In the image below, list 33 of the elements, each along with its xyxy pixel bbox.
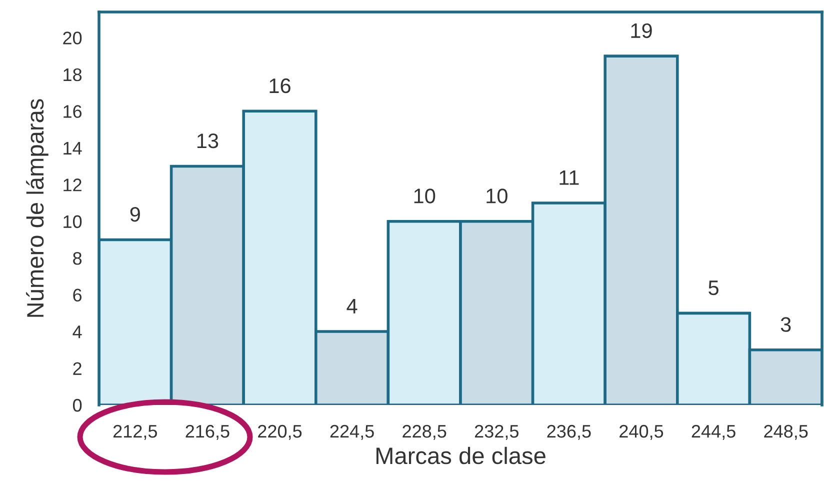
y-tick-label: 4 <box>72 326 82 338</box>
data-label: 10 <box>486 188 508 204</box>
x-tick-label: 228,5 <box>402 424 446 440</box>
y-tick-label: 18 <box>64 68 82 82</box>
data-label: 5 <box>708 280 718 296</box>
y-tick-label: 20 <box>63 32 82 44</box>
y-axis-title: Número de lámparas <box>26 99 48 317</box>
y-tick-label: 16 <box>64 105 82 118</box>
data-label: 3 <box>780 317 791 332</box>
y-tick-label: 8 <box>73 252 82 265</box>
data-label: 10 <box>414 188 436 204</box>
x-tick-label: 240,5 <box>620 424 664 440</box>
x-tick-label: 212,5 <box>113 424 157 440</box>
data-label: 16 <box>270 78 290 94</box>
y-tick-label: 6 <box>73 288 82 302</box>
data-label: 4 <box>346 299 358 314</box>
x-axis-title: Marcas de clase <box>376 446 546 464</box>
x-tick-label: 216,5 <box>186 424 230 440</box>
x-tick-label: 248,5 <box>764 424 808 440</box>
y-tick-label: 12 <box>64 178 82 192</box>
y-tick-label: 10 <box>64 215 82 228</box>
x-tick-label: 224,5 <box>330 424 374 440</box>
y-tick-label: 14 <box>64 142 82 154</box>
x-tick-label: 244,5 <box>692 424 736 440</box>
data-label: 9 <box>130 206 140 222</box>
x-tick-label: 236,5 <box>547 424 591 440</box>
data-label: 19 <box>631 23 652 38</box>
y-tick-label: 2 <box>73 362 82 375</box>
x-tick-label: 220,5 <box>258 424 302 440</box>
x-tick-label: 232,5 <box>474 424 518 440</box>
data-label: 11 <box>560 170 579 185</box>
y-tick-label: 0 <box>73 398 82 412</box>
data-label: 13 <box>197 134 218 148</box>
